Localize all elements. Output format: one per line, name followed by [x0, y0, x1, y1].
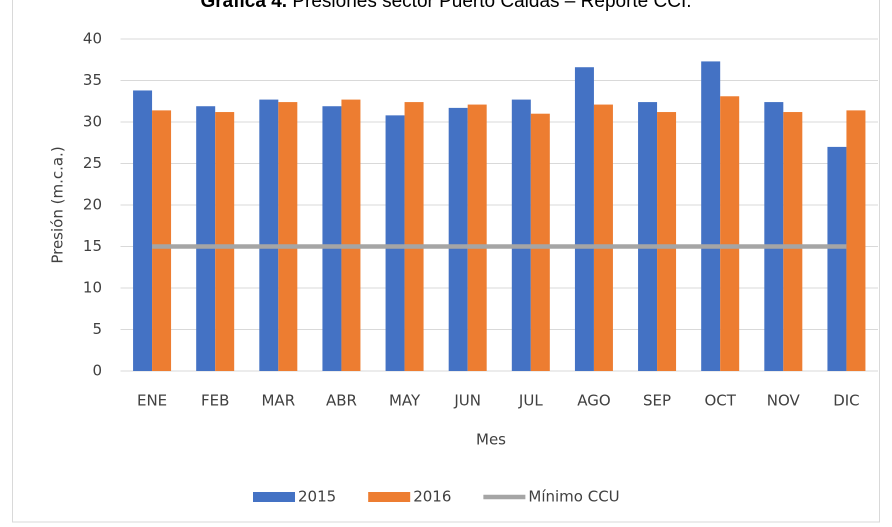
bar	[783, 112, 803, 371]
x-tick-label: DIC	[833, 392, 859, 410]
x-tick-label: SEP	[643, 392, 671, 410]
legend-swatch	[253, 492, 295, 502]
y-tick-label: 35	[83, 71, 102, 89]
x-tick-label: AGO	[577, 392, 610, 410]
bar	[404, 102, 424, 371]
x-tick-label: MAR	[261, 392, 295, 410]
x-tick-label: ENE	[137, 392, 167, 410]
x-tick-label: OCT	[704, 392, 736, 410]
y-tick-label: 40	[83, 30, 102, 48]
bar	[385, 115, 405, 371]
bar	[152, 110, 172, 371]
bar	[764, 102, 784, 371]
bar	[467, 104, 487, 371]
bar	[215, 112, 235, 371]
y-tick-label: 20	[83, 196, 102, 214]
x-tick-label: ABR	[326, 392, 357, 410]
bar	[657, 112, 677, 371]
x-tick-label: MAY	[389, 392, 421, 410]
y-tick-label: 30	[83, 113, 102, 131]
bar	[196, 106, 216, 371]
y-tick-label: 0	[92, 362, 102, 380]
legend-label: 2016	[413, 488, 451, 506]
bar	[448, 107, 468, 371]
bar	[846, 110, 866, 371]
chart-title: Gráfica 4. Presiones sector Puerto Calda…	[200, 0, 691, 12]
bar	[638, 102, 658, 371]
x-tick-label: JUN	[453, 392, 481, 410]
x-tick-label: JUL	[518, 392, 543, 410]
legend-swatch	[368, 492, 411, 502]
bar	[322, 106, 342, 371]
x-axis-label: Mes	[476, 431, 506, 449]
bar	[278, 102, 298, 371]
legend-label: 2015	[298, 488, 336, 506]
y-tick-label: 15	[83, 237, 102, 255]
bar	[701, 61, 721, 371]
bar	[511, 99, 531, 371]
bar	[593, 104, 613, 371]
legend-label: Mínimo CCU	[528, 488, 619, 506]
y-tick-label: 10	[83, 279, 102, 297]
bar	[259, 99, 279, 371]
y-axis-label: Presión (m.c.a.)	[49, 146, 67, 263]
bar	[133, 90, 153, 372]
bar	[574, 67, 594, 371]
bar	[720, 96, 740, 372]
bar	[341, 99, 361, 371]
y-tick-label: 5	[92, 320, 102, 338]
title-prefix: Gráfica 4.	[200, 0, 287, 12]
y-tick-label: 25	[83, 154, 102, 172]
bar	[530, 113, 550, 371]
bar	[827, 146, 847, 371]
x-tick-label: FEB	[201, 392, 229, 410]
title-text: Presiones sector Puerto Caldas – Reporte…	[292, 0, 691, 12]
x-tick-label: NOV	[767, 392, 801, 410]
